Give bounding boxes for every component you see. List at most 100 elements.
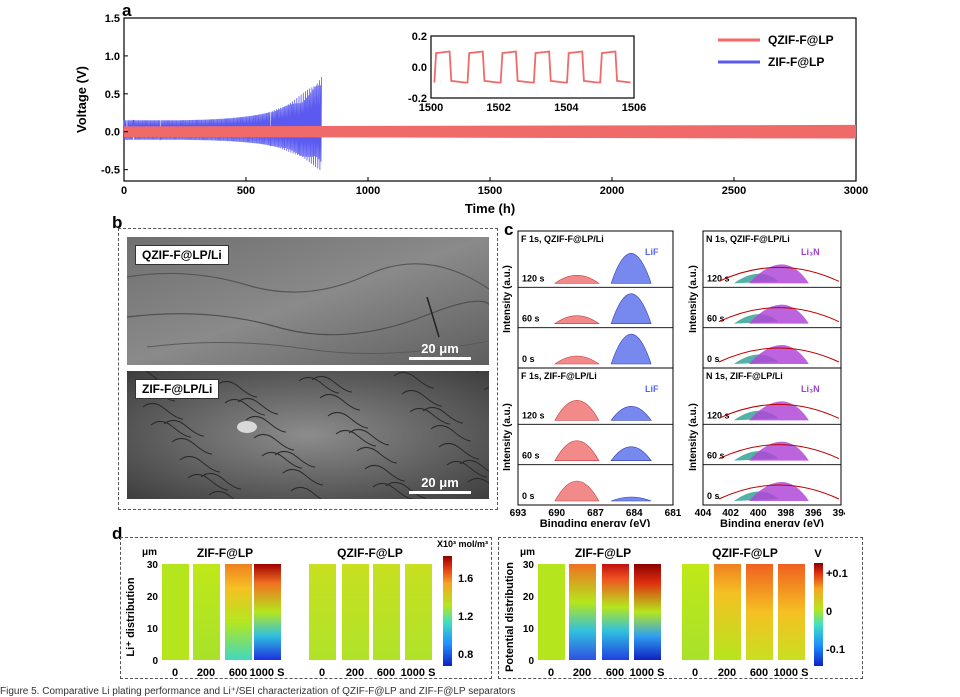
- sem-texture-23: [253, 434, 295, 451]
- xps-peak-purple-3-2: [748, 482, 809, 501]
- xps-time-3-2: 0 s: [707, 491, 720, 501]
- xps-time-1-1: 60 s: [522, 451, 540, 461]
- po-zif-time-0: 0: [548, 667, 554, 679]
- li-qzif-time-0: 0: [319, 667, 325, 679]
- xps-time-0-0: 120 s: [522, 273, 545, 283]
- sem-texture-9: [459, 460, 489, 472]
- sem-texture-24: [290, 487, 322, 499]
- po-qzif-time-3: 1000 S: [774, 667, 809, 679]
- xps-time-1-0: 120 s: [522, 410, 545, 420]
- xtick-label-a-6: 3000: [844, 185, 868, 197]
- po-qzif-bar-2: [746, 564, 773, 660]
- li-zif-bar-1: [193, 564, 220, 660]
- li-qzif-time-1: 200: [346, 667, 364, 679]
- sem-texture-21: [179, 456, 221, 473]
- sem-texture-18: [430, 425, 472, 442]
- sem-image-zif: ZIF-F@LP/Li 20 μm: [127, 371, 489, 499]
- li-cbar-title: X10³ mol/m³: [437, 539, 488, 549]
- sem-images-frame: QZIF-F@LP/Li 20 μm ZIF-F@LP/Li 20 μm: [118, 228, 498, 510]
- po-zif-time-1: 200: [573, 667, 591, 679]
- xps-n-xlabel: Binding energy (eV): [720, 518, 824, 527]
- po-qzif-time-1: 200: [718, 667, 736, 679]
- xtick-label-a-2: 1000: [356, 185, 380, 197]
- xps-f-xtick-1: 690: [548, 508, 565, 519]
- xps-n-xtick-4: 396: [805, 508, 822, 519]
- po-zif-bar-1: [569, 564, 596, 660]
- xps-peak-purple-2-0: [748, 264, 809, 284]
- xtick-label-a-1: 500: [237, 185, 255, 197]
- po-qzif-time-0: 0: [692, 667, 698, 679]
- inset-ytick-2: 0.2: [412, 31, 427, 43]
- li-unit: μm: [142, 547, 157, 558]
- xps-time-2-0: 120 s: [707, 273, 730, 283]
- xps-n-xtick-0: 404: [695, 508, 712, 519]
- po-zif-time-3: 1000 S: [630, 667, 665, 679]
- series-zif-line: [123, 76, 322, 170]
- sem-texture-38: [446, 461, 488, 478]
- po-zif-bar-3: [634, 564, 661, 660]
- sem-texture-25: [327, 412, 369, 429]
- inset-ytick-1: 0.0: [412, 62, 427, 74]
- panel-d-letter: d: [112, 524, 123, 543]
- inset-xtick-3: 1506: [622, 102, 646, 114]
- voltage-time-chart: 0 500 1000 1500 2000 2500 3000 -0.5 0.0 0.5 1.0 1.5…: [74, 13, 868, 216]
- xps-peak-blue-1-0: [610, 406, 652, 421]
- sem-texture-2: [200, 473, 242, 490]
- sem-label-zif: ZIF-F@LP/Li: [135, 379, 220, 399]
- xps-ylabel-3: Intensity (a.u.): [688, 403, 699, 471]
- xps-time-0-2: 0 s: [522, 354, 535, 364]
- sem-texture-5: [311, 376, 353, 393]
- scale-bar-top: 20 μm: [409, 341, 471, 360]
- xps-peak-blue-0-1: [610, 293, 652, 324]
- inset-xtick-0: 1500: [419, 102, 443, 114]
- li-qzif-time-3: 1000 S: [401, 667, 436, 679]
- xps-peak-red-1-1: [554, 440, 600, 461]
- xtick-label-a-0: 0: [121, 185, 127, 197]
- inset-qzif-line: [433, 50, 631, 84]
- sem-texture-1: [163, 420, 205, 437]
- li-zif-bar-0: [162, 564, 189, 660]
- scale-text-bottom: 20 μm: [421, 475, 459, 490]
- xps-peak-blue-0-0: [610, 253, 652, 284]
- xtick-label-a-4: 2000: [600, 185, 624, 197]
- sem-texture-4: [274, 451, 316, 468]
- sem-texture-15: [319, 394, 361, 411]
- po-qzif-bar-1: [714, 564, 741, 660]
- sem-texture-34: [298, 377, 340, 394]
- xps-f-xtick-0: 693: [510, 508, 527, 519]
- xps-peak-label-2: Li₃N: [801, 247, 820, 257]
- xps-time-2-1: 60 s: [707, 314, 725, 324]
- xps-peak-purple-2-2: [748, 345, 809, 364]
- xps-peak-label-3: Li₃N: [801, 384, 820, 394]
- li-ytick-0: 30: [147, 560, 159, 571]
- inset-frame: [430, 35, 635, 99]
- po-ytick-3: 0: [528, 656, 534, 667]
- po-cbar-tick-0: +0.1: [826, 568, 848, 580]
- figure-caption: Figure 5. Comparative Li plating perform…: [0, 686, 516, 697]
- xps-title-2: N 1s, QZIF-F@LP/Li: [706, 234, 790, 244]
- xps-f-xtick-2: 687: [587, 508, 604, 519]
- sem-texture-13: [245, 416, 287, 433]
- ytick-label-a-3: 1.0: [105, 51, 120, 63]
- xps-ylabel-2: Intensity (a.u.): [688, 265, 699, 333]
- legend-label-1: ZIF-F@LP: [768, 55, 824, 69]
- sem-texture-7: [385, 482, 427, 499]
- po-unit: μm: [520, 547, 535, 558]
- po-qzif-title: QZIF-F@LP: [712, 546, 778, 560]
- xps-fit-2-1: [718, 307, 840, 323]
- xps-ylabel-0: Intensity (a.u.): [502, 265, 513, 333]
- xps-peak-red-0-0: [553, 275, 600, 284]
- sem-texture-26: [364, 465, 406, 482]
- po-ylabel: Potential distribution: [504, 562, 516, 672]
- scale-bar-bottom: 20 μm: [409, 475, 471, 494]
- li-qzif-title: QZIF-F@LP: [337, 546, 403, 560]
- inset-xtick-2: 1504: [554, 102, 579, 114]
- po-colorbar: [814, 563, 823, 666]
- inset-ytick-0: -0.2: [408, 93, 427, 105]
- li-zif-bar-2: [225, 564, 252, 660]
- xps-f-xtick-3: 684: [626, 508, 643, 519]
- xps-f-xtick-4: 681: [665, 508, 682, 519]
- sem-texture-27: [401, 390, 443, 407]
- xps-n-xtick-3: 398: [777, 508, 794, 519]
- sem-texture-32: [224, 399, 266, 416]
